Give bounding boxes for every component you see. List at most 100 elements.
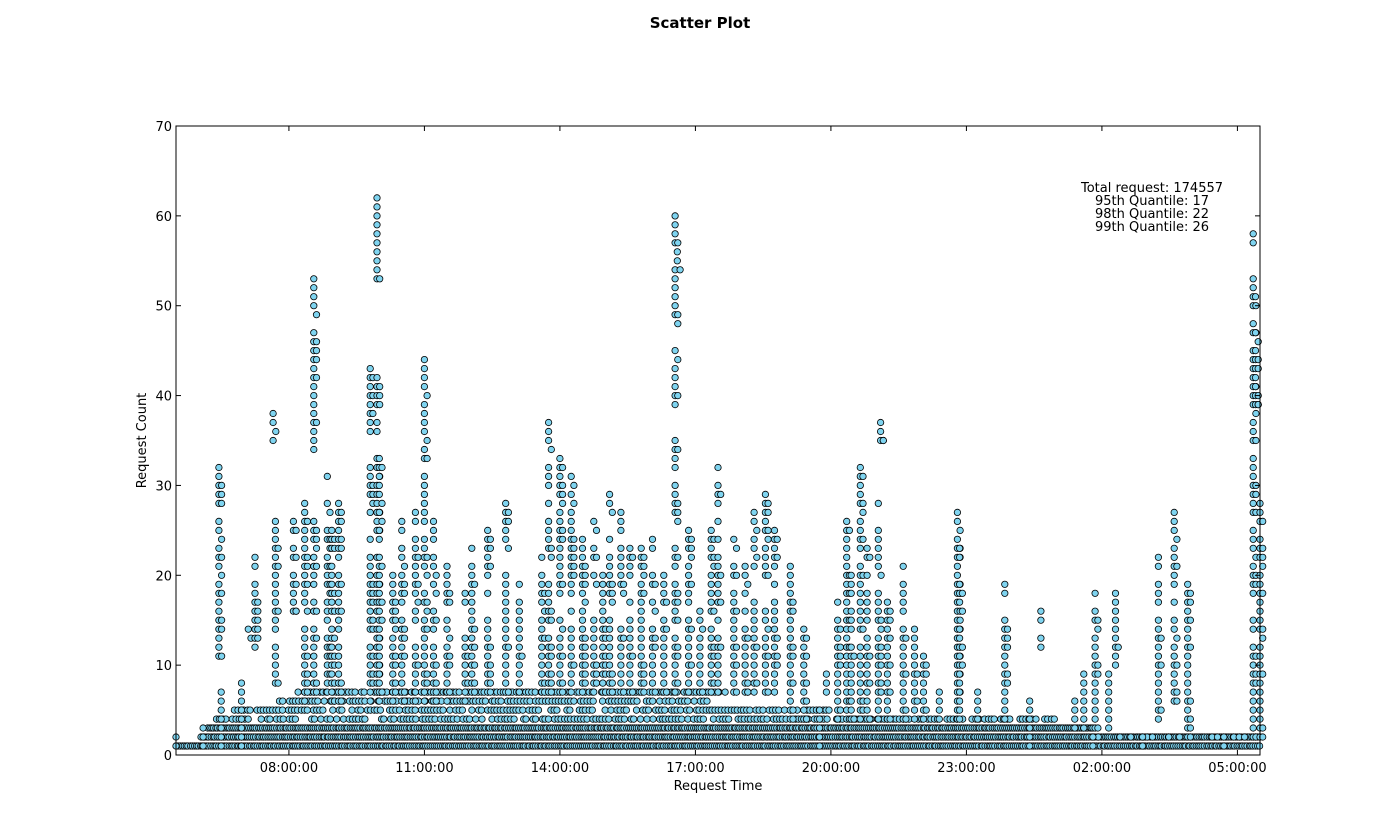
- data-point: [802, 652, 811, 660]
- data-point: [753, 643, 761, 651]
- data-point: [432, 589, 440, 597]
- data-point: [660, 571, 668, 579]
- data-point: [328, 571, 336, 579]
- data-point: [773, 652, 781, 660]
- data-point: [874, 670, 882, 678]
- y-tick-label: 60: [155, 210, 172, 225]
- data-point: [567, 670, 575, 678]
- data-point: [608, 670, 616, 678]
- data-point: [301, 508, 309, 517]
- data-point: [515, 607, 523, 615]
- data-point: [956, 616, 964, 624]
- data-point: [237, 715, 246, 723]
- data-point: [531, 715, 540, 723]
- data-point: [696, 679, 704, 687]
- data-point: [515, 580, 523, 588]
- data-point: [668, 697, 676, 705]
- data-point: [1184, 661, 1192, 669]
- data-point: [375, 472, 383, 480]
- data-point: [429, 643, 438, 651]
- data-point: [337, 580, 345, 588]
- data-point: [607, 706, 615, 714]
- data-point: [856, 526, 864, 535]
- data-point: [486, 688, 494, 696]
- data-point: [337, 544, 345, 552]
- data-point: [558, 652, 567, 660]
- data-point: [640, 661, 648, 669]
- data-point: [696, 643, 704, 651]
- data-point: [874, 526, 882, 535]
- data-point: [310, 382, 318, 391]
- data-point: [605, 616, 614, 624]
- data-point: [366, 508, 374, 517]
- data-point: [1026, 742, 1034, 750]
- data-point: [486, 679, 494, 687]
- data-point: [671, 544, 679, 552]
- data-point: [707, 589, 715, 597]
- data-point: [674, 517, 682, 526]
- data-point: [608, 598, 616, 606]
- data-point: [637, 598, 645, 606]
- data-point: [472, 715, 480, 723]
- data-point: [312, 535, 321, 543]
- data-point: [883, 670, 892, 678]
- data-point: [581, 562, 589, 570]
- data-point: [730, 679, 738, 687]
- data-point: [671, 382, 679, 391]
- data-point: [874, 535, 882, 543]
- data-point: [620, 715, 629, 723]
- data-point: [592, 661, 601, 669]
- data-point: [902, 715, 910, 723]
- data-point: [761, 553, 770, 561]
- data-point: [502, 616, 510, 624]
- data-point: [547, 643, 555, 651]
- data-point: [732, 571, 741, 579]
- data-point: [608, 679, 616, 687]
- data-point: [199, 742, 207, 750]
- data-point: [257, 715, 265, 723]
- data-point: [274, 562, 282, 570]
- data-point: [334, 616, 343, 624]
- data-point: [271, 589, 279, 597]
- data-point: [707, 580, 715, 588]
- data-point: [375, 607, 383, 615]
- data-point: [590, 634, 598, 642]
- data-point: [955, 598, 964, 606]
- data-point: [378, 688, 386, 696]
- data-point: [953, 571, 962, 579]
- data-point: [605, 535, 614, 543]
- data-point: [605, 571, 614, 579]
- data-point: [411, 616, 419, 624]
- data-point: [863, 661, 871, 669]
- data-point: [312, 526, 321, 535]
- data-point: [874, 544, 882, 552]
- data-point: [522, 715, 530, 723]
- data-point: [504, 508, 512, 517]
- data-point: [351, 688, 359, 696]
- data-point: [707, 544, 715, 552]
- data-point: [1111, 607, 1120, 615]
- data-point: [714, 562, 722, 570]
- data-point: [741, 661, 749, 669]
- data-point: [423, 454, 431, 463]
- data-point: [251, 580, 259, 588]
- data-point: [1176, 733, 1184, 741]
- data-point: [974, 688, 982, 696]
- data-point: [502, 661, 510, 669]
- data-point: [877, 643, 885, 651]
- data-point: [763, 715, 771, 723]
- data-point: [859, 508, 867, 517]
- data-point: [637, 634, 645, 642]
- data-point: [753, 679, 761, 687]
- data-point: [303, 562, 311, 570]
- data-point: [1186, 715, 1195, 723]
- data-point: [1091, 715, 1099, 723]
- data-point: [337, 688, 345, 696]
- data-point: [544, 499, 553, 507]
- data-point: [1252, 490, 1260, 498]
- data-point: [910, 634, 919, 642]
- data-point: [789, 706, 797, 714]
- data-point: [237, 688, 246, 696]
- data-point: [1249, 535, 1257, 543]
- data-point: [673, 248, 681, 256]
